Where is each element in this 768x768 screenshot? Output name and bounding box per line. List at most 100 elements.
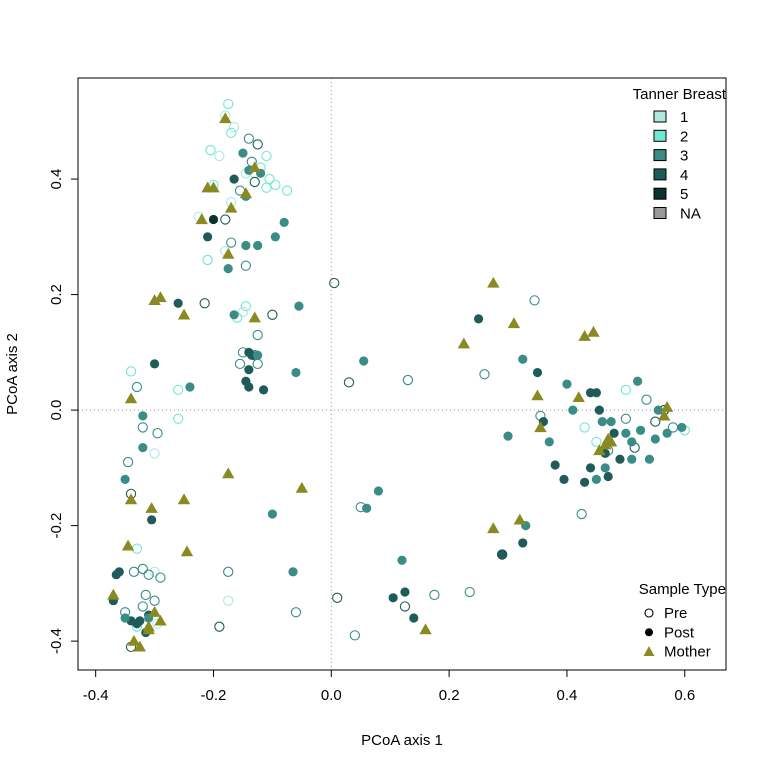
sample-type-legend-label: Post: [664, 624, 695, 641]
pre-point: [246, 156, 257, 167]
pre-point: [149, 566, 160, 577]
pre-point: [223, 595, 234, 606]
y-tick-label: 0.2: [48, 284, 65, 305]
post-point: [633, 376, 643, 386]
post-point: [497, 549, 507, 560]
pre-point: [243, 133, 254, 144]
post-point: [173, 298, 183, 308]
pre-point: [226, 127, 237, 139]
pre-point: [479, 369, 490, 380]
pre-point: [252, 358, 263, 370]
post-point: [677, 422, 687, 433]
post-point: [600, 463, 610, 473]
pre-point: [261, 150, 272, 162]
mother-point: [195, 213, 208, 225]
pre-point: [131, 543, 143, 554]
mother-point: [201, 181, 214, 193]
mother-point: [239, 187, 253, 199]
mother-point: [133, 640, 147, 652]
pre-point: [143, 569, 154, 580]
mother-point: [295, 481, 309, 493]
tanner-legend-label: 4: [680, 167, 688, 184]
post-point: [270, 232, 280, 242]
pre-point: [122, 456, 134, 468]
sample-type-legend: Sample Type Pre Post Mother: [639, 581, 726, 661]
pre-point: [650, 416, 661, 427]
pre-point: [220, 214, 231, 225]
mother-point: [578, 329, 591, 341]
pre-point: [641, 394, 652, 405]
pre-point: [125, 366, 137, 377]
mother-point: [660, 401, 674, 412]
mother-point: [148, 606, 161, 617]
post-point: [208, 214, 219, 225]
pre-legend-symbol: [644, 608, 654, 618]
pre-point: [290, 607, 302, 618]
post-point: [397, 555, 407, 565]
mother-point: [127, 634, 141, 646]
pre-point: [402, 374, 414, 386]
post-point: [229, 174, 239, 184]
y-axis-title: PCoA axis 2: [4, 333, 21, 415]
pre-point: [329, 277, 340, 289]
pre-point: [149, 448, 160, 459]
pre-point: [240, 300, 252, 312]
post-point: [400, 587, 410, 597]
mother-point: [124, 392, 138, 404]
y-tick-label: 0.0: [48, 400, 65, 421]
pre-point: [579, 422, 590, 433]
pre-point: [620, 413, 632, 424]
tanner-legend-label: 1: [680, 109, 688, 126]
post-point: [203, 232, 213, 242]
mother-point: [657, 409, 671, 421]
mother-point: [121, 539, 135, 551]
post-point: [147, 515, 157, 525]
y-tick-label: -0.2: [48, 513, 65, 539]
pre-point: [464, 586, 475, 598]
pre-point: [349, 630, 361, 641]
post-point: [591, 474, 602, 485]
post-point: [597, 417, 607, 427]
mother-point: [513, 513, 527, 525]
pre-point: [237, 306, 249, 318]
tanner-legend-title: Tanner Breast: [633, 86, 727, 103]
mother-point: [177, 493, 191, 505]
y-tick-label: -0.4: [48, 628, 65, 654]
mother-point: [180, 545, 194, 557]
mother-point: [487, 522, 500, 534]
mother-point: [148, 294, 161, 306]
mother-point: [107, 588, 120, 600]
pre-point: [226, 237, 237, 248]
x-tick-label: 0.2: [439, 687, 460, 704]
post-point: [662, 428, 672, 438]
post-point: [120, 474, 130, 485]
post-point: [241, 240, 251, 251]
pre-point: [620, 384, 632, 396]
post-point: [627, 437, 637, 447]
pre-point: [252, 139, 263, 150]
post-point: [562, 379, 572, 389]
post-point: [518, 354, 528, 364]
sample-type-legend-label: Pre: [664, 605, 687, 622]
mother-point: [124, 493, 138, 505]
pre-point: [343, 377, 355, 388]
data-points: [107, 98, 690, 653]
pre-point: [264, 173, 275, 185]
post-point: [591, 388, 602, 398]
pre-point: [137, 563, 148, 575]
pre-point: [270, 179, 281, 190]
post-point: [580, 477, 590, 487]
post-point: [359, 356, 369, 366]
post-point: [559, 474, 569, 485]
pre-point: [252, 329, 263, 341]
mother-point: [419, 623, 432, 635]
pre-point: [172, 384, 184, 396]
mother-point: [487, 276, 500, 288]
y-tick-label: 0.4: [48, 169, 65, 190]
post-point: [473, 314, 484, 324]
mother-point: [177, 308, 191, 320]
pre-point: [223, 98, 234, 110]
pre-point: [172, 413, 184, 424]
pre-point: [140, 589, 151, 601]
